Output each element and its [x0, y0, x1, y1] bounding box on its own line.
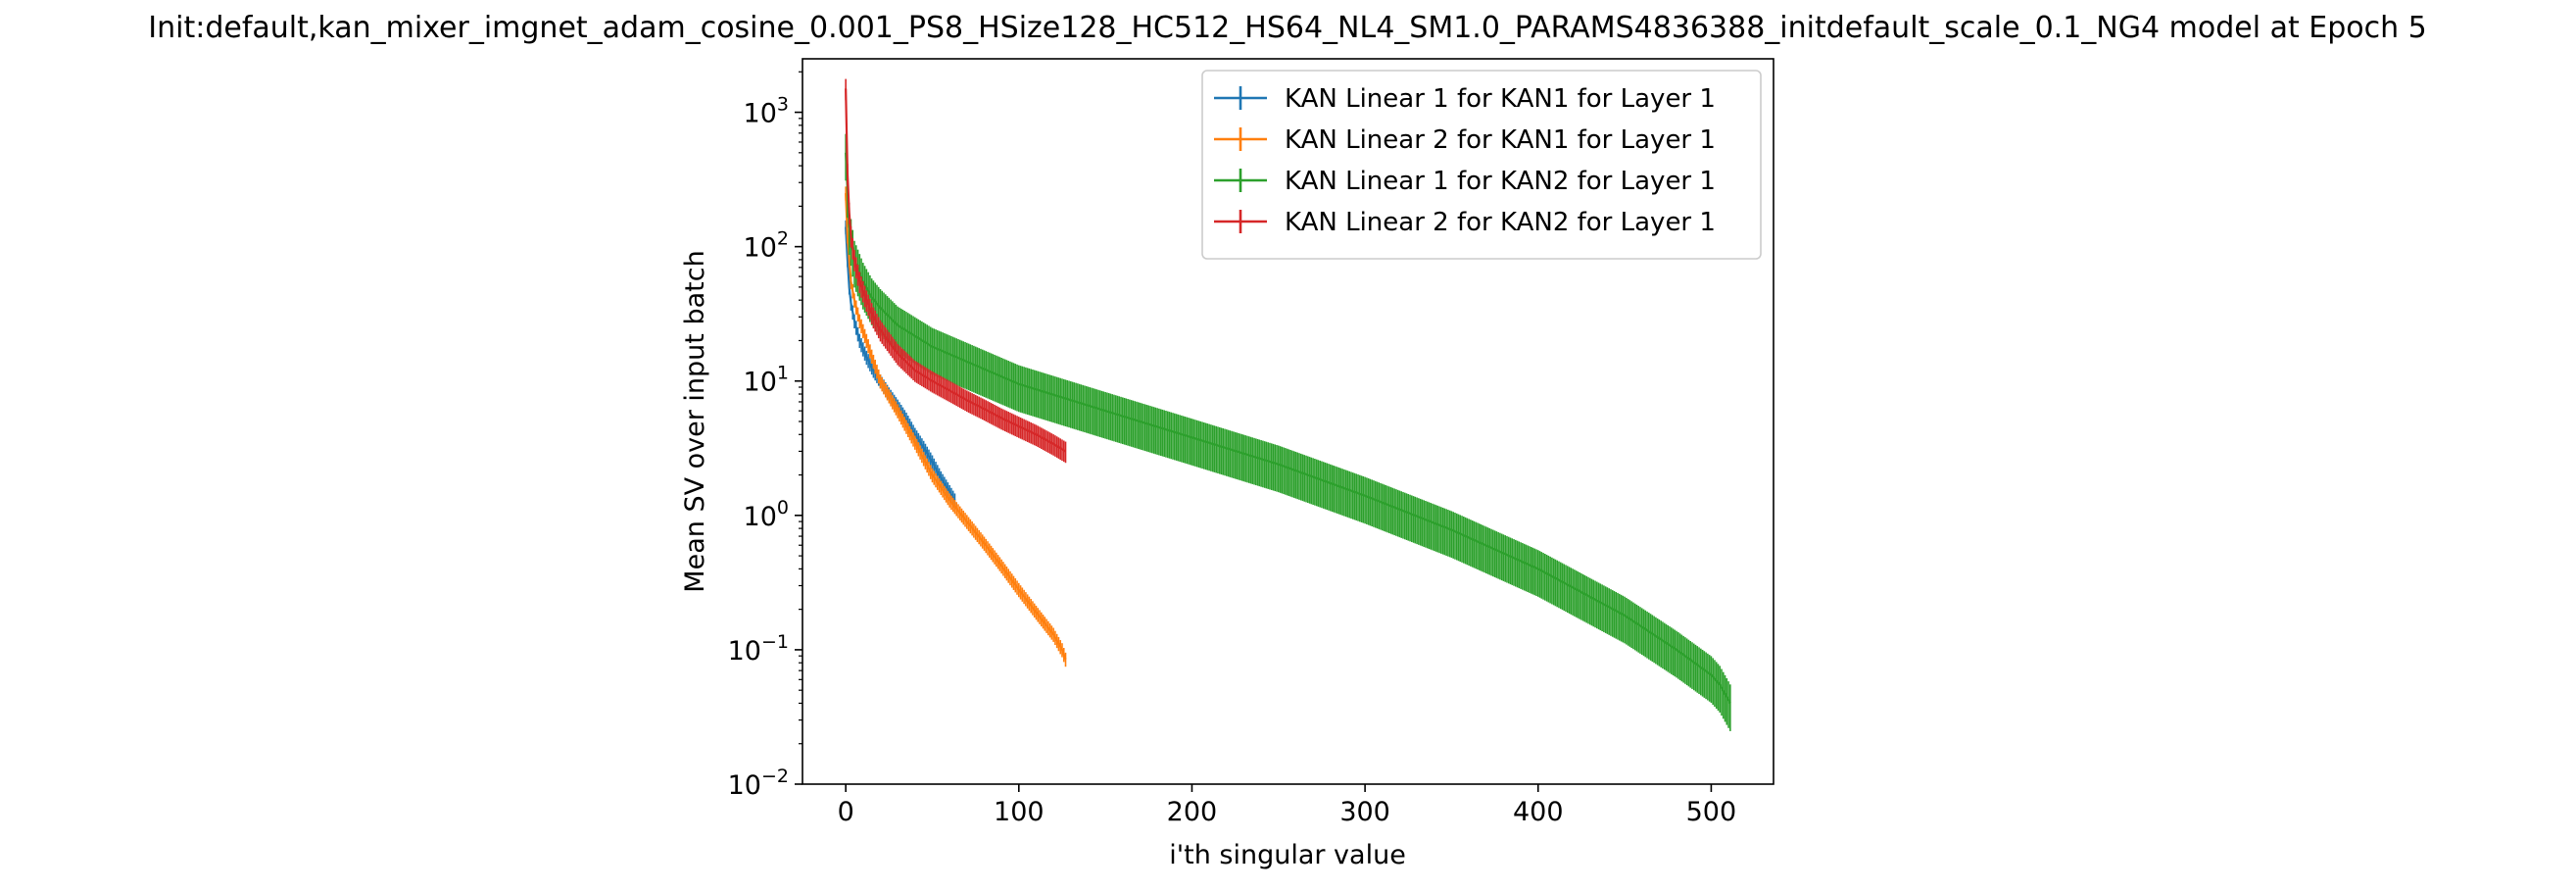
series-3 [845, 133, 1731, 731]
series-3-line [845, 152, 1731, 704]
y-axis: 10−2 10−1 100 101 102 103 [728, 71, 802, 801]
legend-label: KAN Linear 1 for KAN2 for Layer 1 [1285, 167, 1716, 196]
y-axis-label: Mean SV over input batch [680, 250, 710, 592]
x-tick-label: 400 [1513, 797, 1564, 827]
legend-item: KAN Linear 1 for KAN2 for Layer 1 [1214, 167, 1716, 196]
series-4-line [845, 88, 1067, 453]
x-tick-label: 100 [994, 797, 1045, 827]
series-1-line [845, 226, 956, 501]
legend-label: KAN Linear 2 for KAN2 for Layer 1 [1285, 208, 1716, 237]
series-4 [845, 78, 1067, 464]
legend-item: KAN Linear 1 for KAN1 for Layer 1 [1214, 84, 1716, 114]
series-3-error-bars [845, 133, 1731, 731]
series-2 [845, 186, 1067, 668]
x-tick-label: 300 [1339, 797, 1390, 827]
x-tick-label: 200 [1167, 797, 1218, 827]
x-tick-label: 0 [838, 797, 854, 827]
y-tick-label: 100 [744, 497, 789, 532]
legend-item: KAN Linear 2 for KAN1 for Layer 1 [1214, 125, 1716, 155]
legend-label: KAN Linear 1 for KAN1 for Layer 1 [1285, 84, 1716, 114]
x-axis-label: i'th singular value [1169, 840, 1406, 870]
x-axis: 0 100 200 300 400 500 [838, 784, 1737, 827]
plot-area [845, 78, 1731, 731]
x-tick-label: 500 [1686, 797, 1737, 827]
y-tick-label: 10−1 [728, 631, 789, 667]
legend-box [1201, 70, 1762, 260]
series-2-line [845, 193, 1067, 660]
legend-item: KAN Linear 2 for KAN2 for Layer 1 [1214, 208, 1716, 237]
y-tick-label: 102 [744, 228, 789, 264]
chart-title: Init:default,kan_mixer_imgnet_adam_cosin… [148, 11, 2426, 45]
y-tick-label: 10−2 [728, 766, 789, 801]
y-tick-label: 101 [744, 363, 789, 398]
y-tick-label: 103 [744, 94, 789, 129]
legend-label: KAN Linear 2 for KAN1 for Layer 1 [1285, 125, 1716, 155]
legend: KAN Linear 1 for KAN1 for Layer 1 KAN Lin… [1201, 70, 1762, 260]
